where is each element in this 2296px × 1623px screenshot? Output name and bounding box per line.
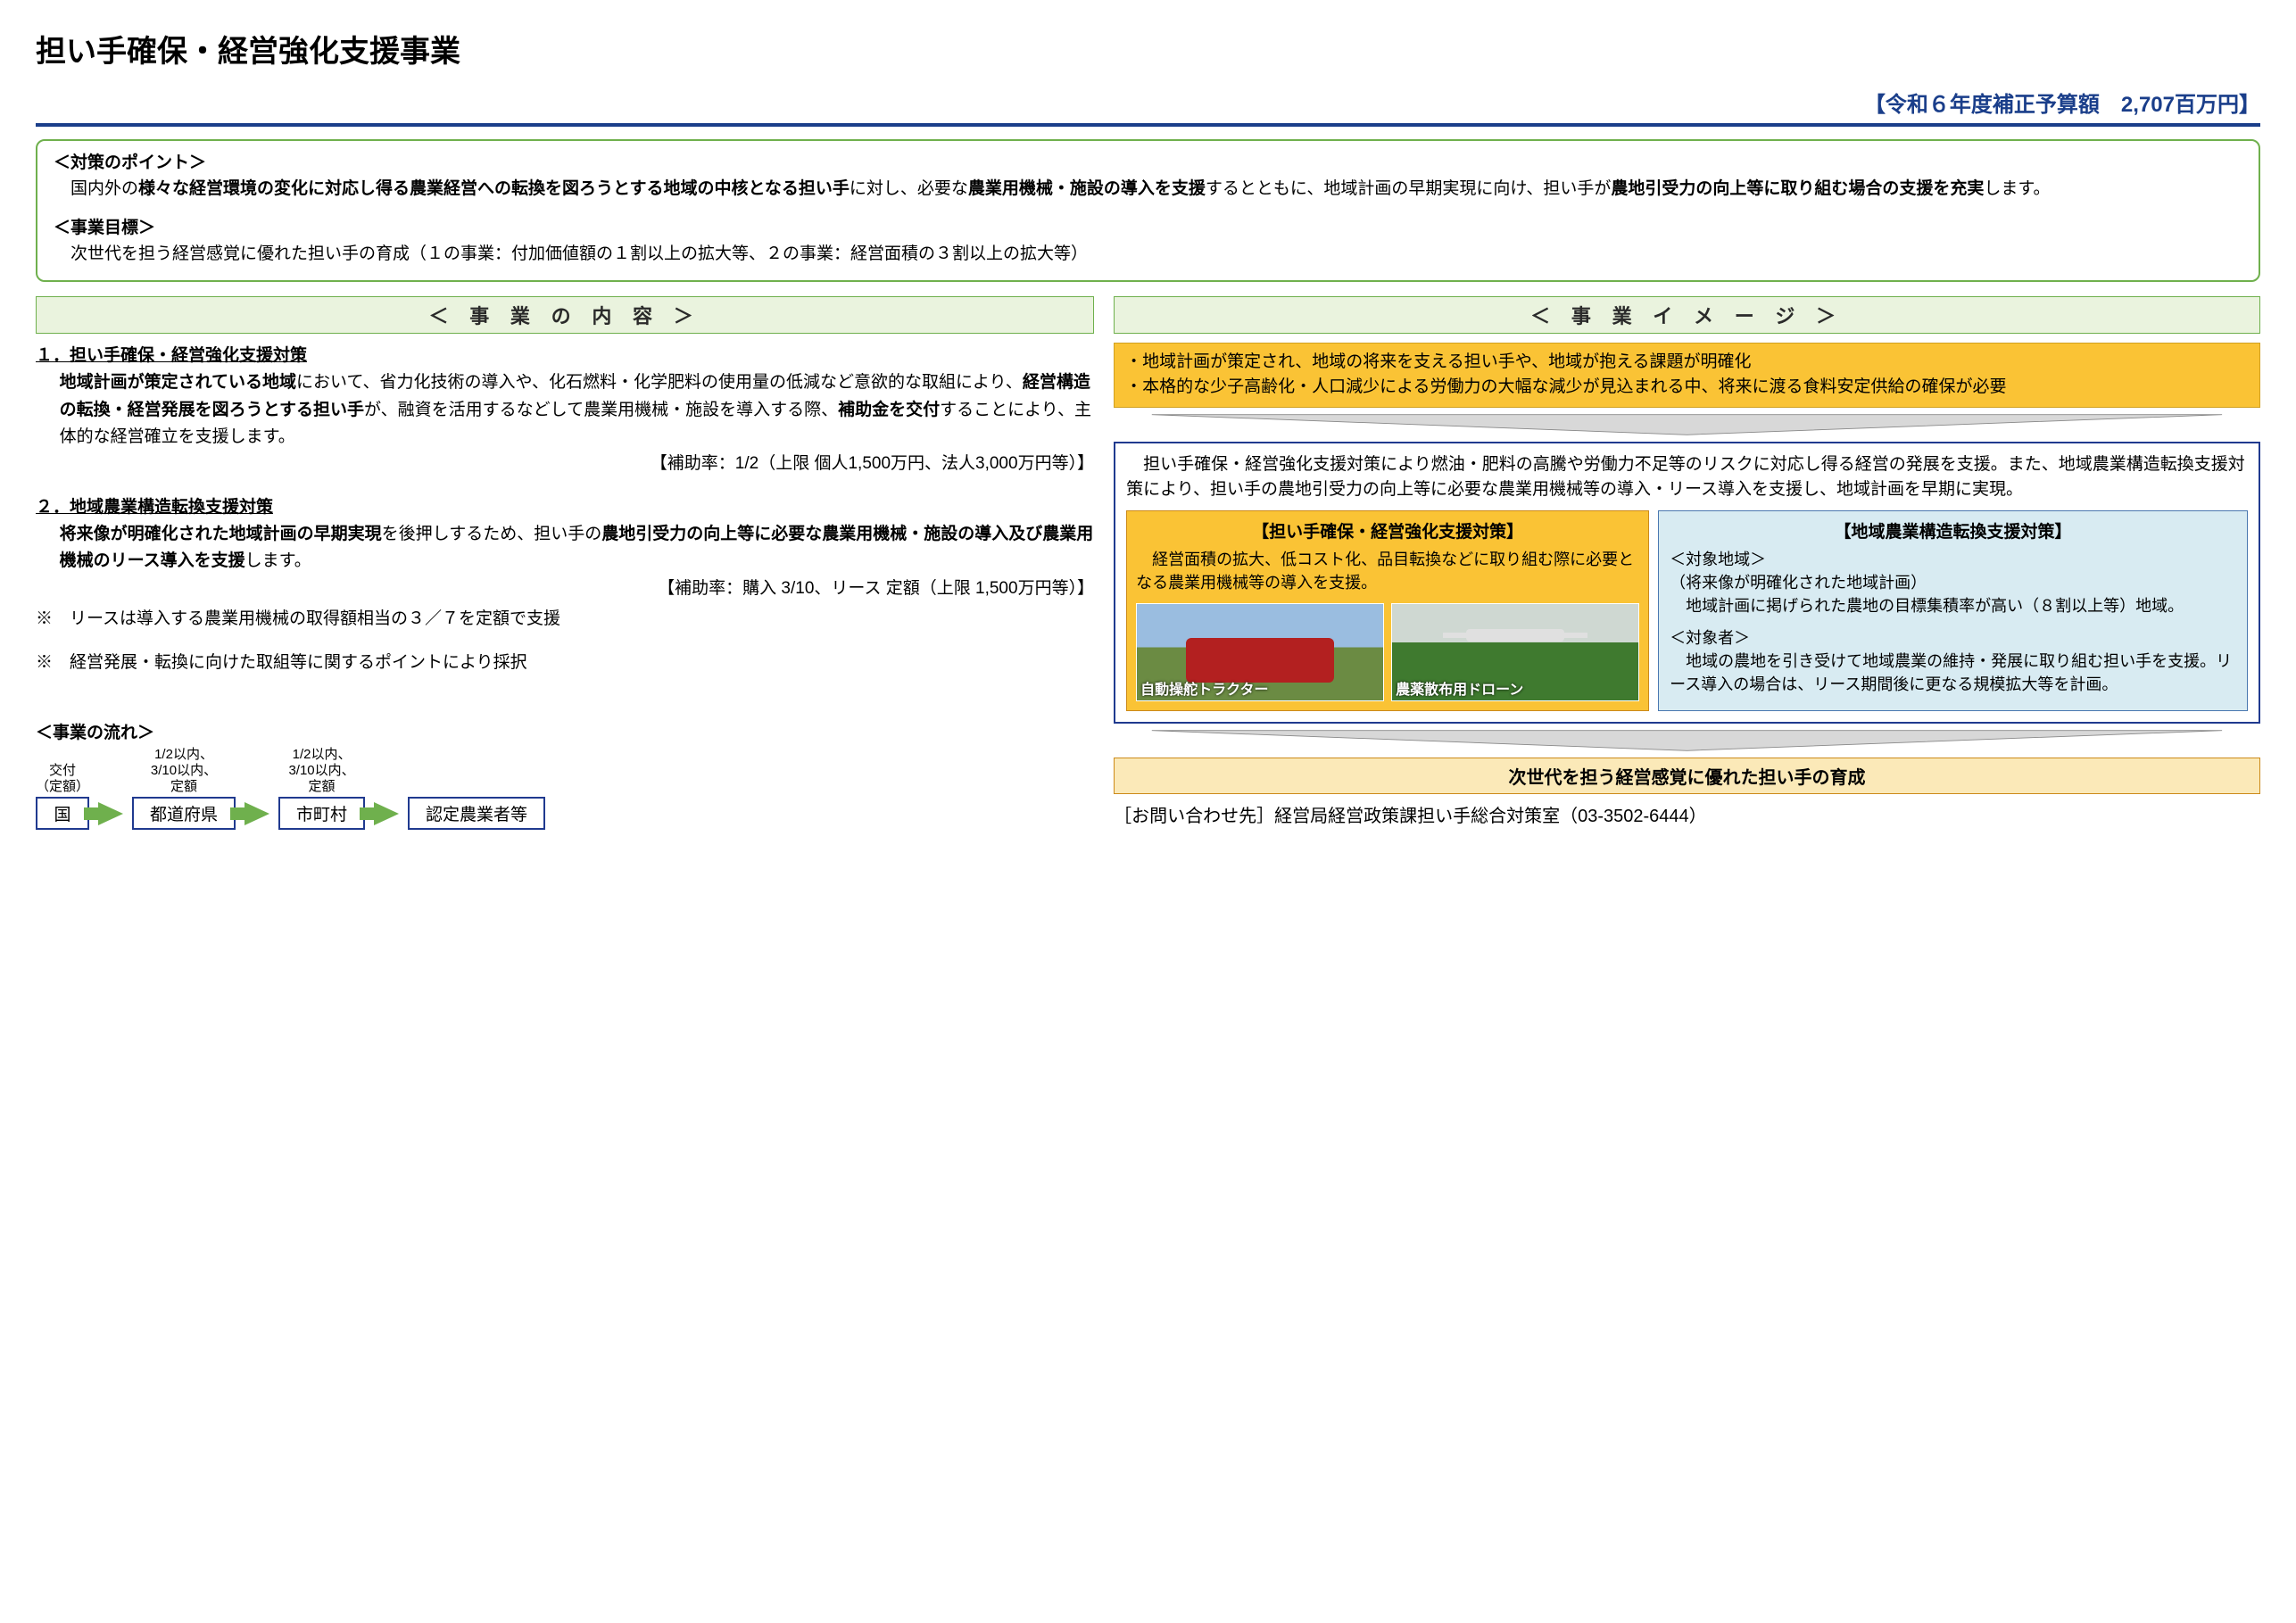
support-frame: 担い手確保・経営強化支援対策により燃油・肥料の高騰や労働力不足等のリスクに対応し… xyxy=(1114,442,2260,724)
section-1: １．担い手確保・経営強化支援対策 地域計画が策定されている地域において、省力化技… xyxy=(36,343,1094,478)
flow-diagram: 交付 （定額） 国 1/2以内、 3/10以内、 定額 都道府県 1/2以内、 … xyxy=(36,747,1094,830)
arrow-right-icon xyxy=(98,802,123,825)
t: します。 xyxy=(1984,179,2050,198)
flow-label-1: 交付 （定額） xyxy=(36,763,89,795)
flow-label-3: 1/2以内、 3/10以内、 定額 xyxy=(278,747,365,795)
goal-box: 次世代を担う経営感覚に優れた担い手の育成 xyxy=(1114,758,2260,794)
t: を後押しするため、担い手の xyxy=(382,525,602,543)
t: 将来像が明確化された地域計画の早期実現 xyxy=(60,525,382,543)
t: 国内外の xyxy=(54,179,138,198)
flow-node-city: 市町村 xyxy=(278,797,365,830)
t: 農業用機械・施設の導入を支援 xyxy=(968,179,1206,198)
image-header: ＜ 事 業 イ メ ー ジ ＞ xyxy=(1114,296,2260,334)
section-2: ２．地域農業構造転換支援対策 将来像が明確化された地域計画の早期実現を後押しする… xyxy=(36,494,1094,676)
context-line-1: ・地域計画が策定され、地域の将来を支える担い手や、地域が抱える課題が明確化 xyxy=(1125,350,2249,376)
section-1-rate: 【補助率：1/2（上限 個人1,500万円、法人3,000万円等）】 xyxy=(36,451,1094,477)
sub-orange-title: 【担い手確保・経営強化支援対策】 xyxy=(1136,518,1639,542)
policy-point-text: 国内外の様々な経営環境の変化に対応し得る農業経営への転換を図ろうとする地域の中核… xyxy=(54,176,2242,202)
section-2-note2: ※ 経営発展・転換に向けた取組等に関するポイントにより採択 xyxy=(36,650,1094,676)
context-box: ・地域計画が策定され、地域の将来を支える担い手や、地域が抱える課題が明確化 ・本… xyxy=(1114,343,2260,408)
page-title: 担い手確保・経営強化支援事業 xyxy=(36,27,2260,70)
t: するとともに、地域計画の早期実現に向け、担い手が xyxy=(1206,179,1611,198)
flow-node-farmer: 認定農業者等 xyxy=(408,797,545,830)
budget-amount: 【令和６年度補正予算額 2,707百万円】 xyxy=(36,87,2260,118)
policy-box: ＜対策のポイント＞ 国内外の様々な経営環境の変化に対応し得る農業経営への転換を図… xyxy=(36,139,2260,282)
section-2-rate: 【補助率：購入 3/10、リース 定額（上限 1,500万円等）】 xyxy=(36,576,1094,602)
flow-label-2: 1/2以内、 3/10以内、 定額 xyxy=(132,747,236,795)
t: します。 xyxy=(245,551,311,570)
support-intro: 担い手確保・経営強化支援対策により燃油・肥料の高騰や労働力不足等のリスクに対応し… xyxy=(1126,452,2248,503)
target-heading: ＜対象者＞ xyxy=(1670,626,2236,650)
chevron-down-icon xyxy=(1114,413,2260,436)
flow-area: ＜事業の流れ＞ 交付 （定額） 国 1/2以内、 3/10以内、 定額 都道府県… xyxy=(36,719,1094,830)
policy-goal-text: 次世代を担う経営感覚に優れた担い手の育成（１の事業：付加価値額の１割以上の拡大等… xyxy=(54,241,2242,267)
arrow-right-icon xyxy=(245,802,269,825)
photo-tractor-caption: 自動操舵トラクター xyxy=(1137,675,1272,700)
sub-orange-body: 経営面積の拡大、低コスト化、品目転換などに取り組む際に必要となる農業用機械等の導… xyxy=(1136,548,1639,594)
section-2-title: ２．地域農業構造転換支援対策 xyxy=(36,494,1094,521)
policy-point-heading: ＜対策のポイント＞ xyxy=(54,150,2242,176)
t: 地域計画が策定されている地域 xyxy=(60,373,296,392)
context-line-2: ・本格的な少子高齢化・人口減少による労働力の大幅な減少が見込まれる中、将来に渡る… xyxy=(1125,375,2249,401)
t: 様々な経営環境の変化に対応し得る農業経営への転換を図ろうとする地域の中核となる担… xyxy=(138,179,850,198)
section-2-note1: ※ リースは導入する農業用機械の取得額相当の３／７を定額で支援 xyxy=(36,606,1094,633)
target-text: 地域の農地を引き受けて地域農業の維持・発展に取り組む担い手を支援。リース導入の場… xyxy=(1670,650,2236,696)
area-text-2: 地域計画に掲げられた農地の目標集積率が高い（８割以上等）地域。 xyxy=(1670,594,2236,617)
content-header: ＜ 事 業 の 内 容 ＞ xyxy=(36,296,1094,334)
sub-blue-body: ＜対象地域＞ （将来像が明確化された地域計画） 地域計画に掲げられた農地の目標集… xyxy=(1670,548,2236,697)
arrow-right-icon xyxy=(374,802,399,825)
area-text-1: （将来像が明確化された地域計画） xyxy=(1670,571,2236,594)
sub-blue-title: 【地域農業構造転換支援対策】 xyxy=(1670,518,2236,542)
flow-node-prefecture: 都道府県 xyxy=(132,797,236,830)
sub-blue-box: 【地域農業構造転換支援対策】 ＜対象地域＞ （将来像が明確化された地域計画） 地… xyxy=(1658,510,2248,711)
t: 農地引受力の向上等に取り組む場合の支援を充実 xyxy=(1611,179,1984,198)
flow-node-country: 国 xyxy=(36,797,89,830)
chevron-down-icon xyxy=(1114,729,2260,752)
flow-label-4 xyxy=(408,779,545,795)
photo-tractor: 自動操舵トラクター xyxy=(1136,603,1384,701)
section-1-title: １．担い手確保・経営強化支援対策 xyxy=(36,343,1094,369)
photo-drone: 農薬散布用ドローン xyxy=(1391,603,1639,701)
t: 補助金を交付 xyxy=(838,401,940,419)
flow-heading: ＜事業の流れ＞ xyxy=(36,719,1094,743)
t: において、省力化技術の導入や、化石燃料・化学肥料の使用量の低減など意欲的な取組に… xyxy=(296,373,1023,392)
t: に対し、必要な xyxy=(850,179,968,198)
t: が、融資を活用するなどして農業用機械・施設を導入する際、 xyxy=(364,401,838,419)
section-2-body: 将来像が明確化された地域計画の早期実現を後押しするため、担い手の農地引受力の向上… xyxy=(60,521,1094,576)
photo-drone-caption: 農薬散布用ドローン xyxy=(1392,675,1527,700)
contact-info: ［お問い合わせ先］経営局経営政策課担い手総合対策室（03-3502-6444） xyxy=(1114,801,2260,827)
policy-goal-heading: ＜事業目標＞ xyxy=(54,215,2242,241)
divider xyxy=(36,123,2260,127)
area-heading: ＜対象地域＞ xyxy=(1670,548,2236,571)
section-1-body: 地域計画が策定されている地域において、省力化技術の導入や、化石燃料・化学肥料の使… xyxy=(60,369,1094,451)
sub-orange-box: 【担い手確保・経営強化支援対策】 経営面積の拡大、低コスト化、品目転換などに取り… xyxy=(1126,510,1649,711)
